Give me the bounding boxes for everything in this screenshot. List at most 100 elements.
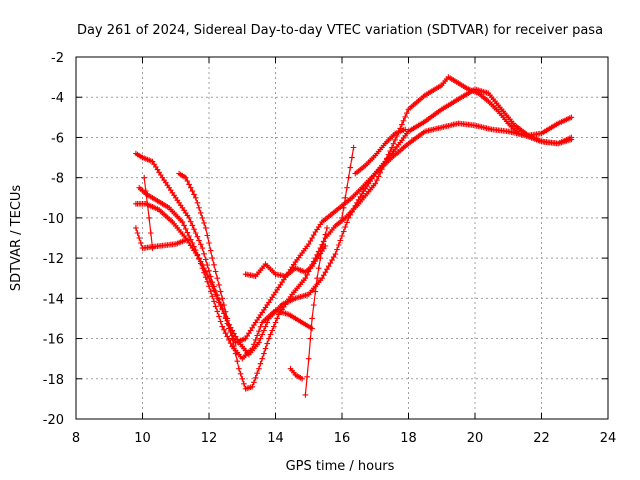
data-point: [229, 335, 236, 342]
data-point: [349, 154, 355, 161]
data-point: [181, 222, 187, 229]
data-point: [148, 230, 154, 236]
data-point: [222, 330, 229, 336]
data-point: [256, 339, 262, 346]
data-point: [206, 275, 212, 281]
data-point: [212, 268, 219, 275]
data-point: [330, 254, 337, 260]
data-point: [269, 327, 275, 334]
data-point: [184, 229, 191, 236]
data-point: [374, 177, 380, 183]
data-point: [302, 275, 309, 281]
data-point: [257, 360, 264, 367]
x-tick-label: 16: [334, 431, 351, 446]
data-point: [402, 114, 408, 120]
data-point: [197, 260, 204, 267]
data-point: [226, 337, 232, 343]
data-point: [252, 375, 259, 381]
data-point: [380, 162, 387, 169]
data-point: [219, 306, 226, 313]
data-point: [211, 298, 217, 305]
data-point: [327, 260, 334, 266]
data-point: [189, 240, 196, 246]
y-tick-label: -18: [43, 373, 64, 388]
x-tick-label: 24: [600, 431, 617, 446]
data-point: [186, 215, 192, 221]
data-point: [350, 144, 357, 151]
data-point: [319, 275, 325, 281]
data-point: [305, 355, 312, 362]
data-point: [252, 337, 259, 343]
data-point: [182, 174, 189, 181]
data-point: [257, 335, 264, 342]
data-point: [199, 245, 206, 251]
data-point: [227, 329, 234, 335]
data-point: [192, 230, 199, 236]
data-point: [325, 263, 332, 269]
data-point: [241, 381, 247, 387]
grid: [76, 57, 608, 419]
data-point: [144, 201, 151, 208]
data-point: [309, 315, 315, 322]
data-point: [197, 241, 204, 248]
data-point: [302, 392, 309, 398]
data-point: [307, 238, 314, 244]
data-point: [207, 247, 214, 254]
data-point: [402, 126, 408, 133]
series-11: [352, 126, 408, 177]
x-axis-title: GPS time / hours: [286, 459, 395, 474]
x-tick-label: 18: [400, 431, 417, 446]
data-point: [196, 237, 202, 244]
data-point: [207, 288, 214, 295]
data-point: [274, 315, 280, 322]
data-point: [239, 376, 245, 382]
data-point: [199, 215, 206, 221]
data-point: [399, 121, 405, 128]
data-point: [322, 243, 329, 249]
data-point: [267, 331, 274, 338]
data-point: [212, 303, 219, 310]
data-point: [202, 256, 209, 263]
data-point: [310, 302, 317, 308]
data-point: [187, 184, 194, 191]
data-point: [206, 283, 212, 290]
data-point: [344, 184, 350, 191]
data-point: [304, 374, 310, 380]
y-tick-label: -20: [43, 413, 64, 428]
data-point: [347, 164, 354, 171]
y-tick-label: -14: [43, 292, 64, 307]
data-point: [309, 325, 315, 332]
data-point: [266, 335, 272, 342]
y-tick-label: -6: [51, 131, 64, 146]
data-point: [307, 335, 314, 342]
data-point: [329, 257, 335, 263]
data-point: [182, 226, 189, 232]
data-point: [138, 240, 144, 246]
series-1: [133, 120, 575, 346]
y-tick-label: -2: [51, 51, 64, 66]
data-point: [387, 148, 393, 154]
series-5: [242, 243, 329, 279]
data-point: [187, 218, 194, 225]
data-point: [345, 174, 352, 181]
data-point: [214, 308, 221, 315]
data-point: [209, 255, 216, 261]
series-9: [302, 225, 330, 398]
data-point: [249, 345, 255, 352]
series-line: [304, 227, 328, 395]
data-point: [392, 137, 398, 143]
data-point: [335, 242, 342, 248]
data-point: [222, 308, 229, 315]
data-point: [204, 278, 211, 285]
data-point: [312, 288, 319, 295]
x-tick-label: 8: [72, 431, 80, 446]
data-point: [259, 331, 265, 338]
data-point: [211, 262, 217, 268]
data-point: [305, 241, 312, 247]
y-tick-labels: -2 -4 -6 -8 -10 -12 -14 -16 -18 -20: [43, 51, 64, 428]
data-point: [236, 365, 242, 372]
data-point: [372, 180, 378, 187]
data-point: [271, 323, 277, 330]
data-point: [204, 262, 211, 268]
chart-title: Day 261 of 2024, Sidereal Day-to-day VTE…: [77, 23, 603, 38]
